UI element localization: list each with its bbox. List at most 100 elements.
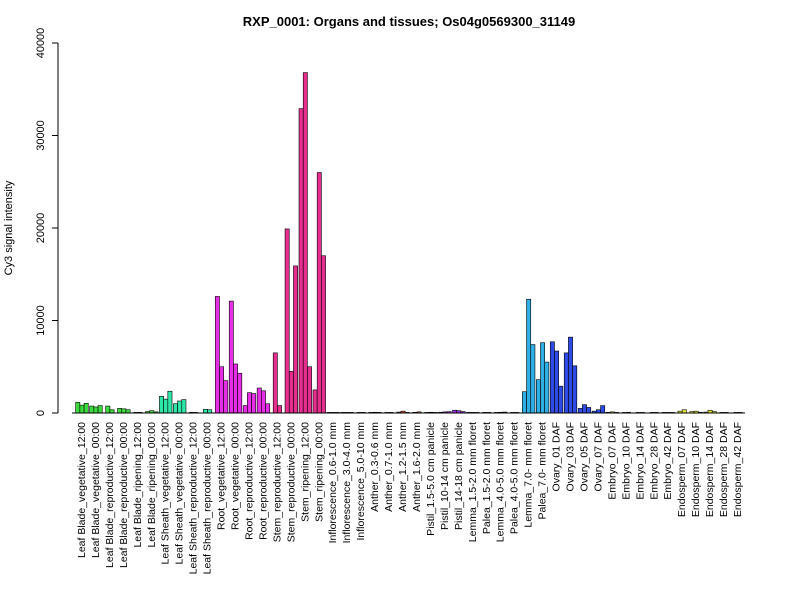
bar [316,172,322,414]
bar [261,390,266,414]
x-tick-label: Endosperm_14 DAF [704,422,716,517]
x-tick-label: Pistil_10-14 cm panicle [439,422,451,530]
x-tick-label: Stem_ripening_12:00 [299,422,311,522]
y-tick-label: 40000 [35,28,47,59]
bar [223,380,229,414]
bar [298,108,304,414]
x-tick-label: Leaf Sheath_vegetative_00:00 [174,422,186,565]
x-tick-label: Lemma_7.0- mm floret [523,422,535,528]
bar [75,402,81,414]
x-tick-label: Root_vegetative_12:00 [216,422,228,530]
bar [79,404,85,414]
bar [549,341,555,414]
x-tick-label: Leaf Blade_reproductive_00:00 [118,422,130,568]
x-tick-label: Embryo_28 DAF [648,422,660,500]
x-tick-label: Inflorescence_3.0-4.0 mm [341,422,353,544]
bar [568,336,573,414]
x-tick-label: Embryo_10 DAF [620,422,632,500]
bars [75,72,743,414]
x-axis-labels: Leaf Blade_vegetative_12:00 Leaf Blade_ve… [76,422,744,575]
bar [83,402,89,414]
bar [582,404,587,414]
y-axis: 0 10000 20000 30000 40000 [35,28,59,416]
bar [228,300,234,414]
bar [159,396,164,414]
x-tick-label: Embryo_07 DAF [606,422,618,500]
x-tick-label: Ovary_07 DAF [592,422,604,491]
x-tick-label: Embryo_42 DAF [662,422,674,500]
bar [233,363,238,414]
x-tick-label: Leaf Sheath_vegetative_12:00 [160,422,172,565]
x-tick-label: Root_reproductive_00:00 [257,422,269,540]
x-tick-label: Leaf Blade_vegetative_00:00 [90,422,102,558]
bar [173,403,178,414]
bar [97,405,103,414]
y-tick-label: 30000 [35,120,47,151]
bar [214,296,220,414]
bar [563,352,569,414]
bar [93,406,99,414]
bar [121,408,127,414]
x-tick-label: Pistil_1.5-5.0 cm panicle [425,422,437,536]
bar [247,392,252,414]
x-tick-label: Palea_7.0- mm floret [537,422,549,520]
x-tick-label: Endosperm_10 DAF [690,422,702,517]
bar [307,366,312,414]
x-tick-label: Inflorescence_0.6-1.0 mm [327,422,339,544]
bar [302,72,308,414]
bar [89,405,95,414]
bar [265,403,271,414]
x-tick-label: Leaf Blade_reproductive_12:00 [104,422,116,568]
bar [105,405,111,414]
bar [277,405,282,414]
x-tick-label: Leaf Sheath_reproductive_00:00 [202,422,214,575]
y-axis-label: Cy3 signal intensity [3,180,15,275]
bar [522,391,527,414]
bar [167,390,173,414]
bar [284,228,290,414]
bar [237,372,243,414]
bar [256,387,262,414]
x-tick-label: Ovary_05 DAF [578,422,590,491]
x-tick-label: Embryo_14 DAF [634,422,646,500]
x-tick-label: Ovary_01 DAF [551,422,563,491]
bar [117,408,123,414]
bar [554,350,559,414]
bar [251,393,257,414]
y-tick-label: 20000 [35,213,47,244]
bar [526,298,532,414]
bar [586,407,592,414]
bar [544,361,550,414]
bar [600,405,606,414]
x-tick-label: Endosperm_28 DAF [718,422,730,517]
x-tick-label: Anther_1.6-2.0 mm [411,422,423,512]
x-tick-label: Stem_reproductive_12:00 [271,422,283,542]
bar [203,408,208,414]
bar [163,398,169,414]
bar [572,365,578,414]
x-tick-label: Endosperm_07 DAF [676,422,688,517]
bar [177,400,183,414]
x-tick-label: Palea_1.5-2.0 mm floret [481,422,493,534]
x-tick-label: Ovary_03 DAF [565,422,577,491]
bar [181,399,187,414]
x-tick-label: Endosperm_42 DAF [732,422,744,517]
x-tick-label: Root_vegetative_00:00 [230,422,242,530]
bar [540,342,545,414]
bar [577,408,583,414]
x-tick-label: Anther_0.3-0.6 mm [369,422,381,512]
x-tick-label: Stem_ripening_00:00 [313,422,325,522]
x-tick-label: Anther_1.2-1.5 mm [397,422,409,512]
bar [535,379,541,414]
x-tick-label: Leaf Sheath_reproductive_12:00 [188,422,200,575]
chart-title: RXP_0001: Organs and tissues; Os04g05693… [243,14,575,29]
x-tick-label: Lemma_4.0-5.0 mm floret [495,422,507,542]
y-tick-label: 0 [35,410,47,416]
x-tick-label: Inflorescence_5.0-10 mm [355,422,367,541]
x-tick-label: Anther_0.7-1.0 mm [383,422,395,512]
x-tick-label: Leaf Blade_vegetative_12:00 [76,422,88,558]
bar [312,389,318,414]
bar [288,371,294,414]
bar [558,385,564,414]
